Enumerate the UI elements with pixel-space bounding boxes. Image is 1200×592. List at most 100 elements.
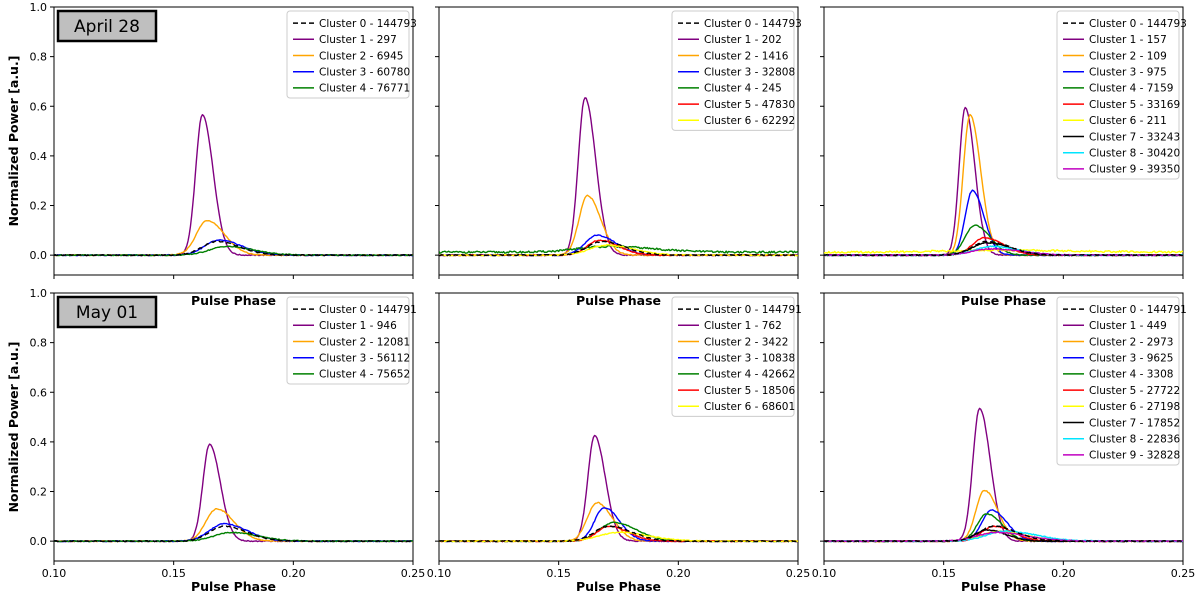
x-axis-label: Pulse Phase xyxy=(576,579,661,592)
axes-frame xyxy=(823,292,1184,562)
y-tick-label: 0.2 xyxy=(30,486,48,499)
x-tick-label: 0.25 xyxy=(401,567,426,580)
legend-entry: Cluster 5 - 33169 xyxy=(1089,99,1180,111)
legend-entry: Cluster 0 - 144793 xyxy=(319,18,417,30)
x-tick-label: 0.25 xyxy=(786,567,811,580)
legend-entry: Cluster 4 - 75652 xyxy=(319,369,410,381)
legend-entry: Cluster 3 - 10838 xyxy=(704,353,795,365)
legend: Cluster 0 - 144791 Cluster 1 - 762 Cluster… xyxy=(671,296,802,417)
legend-entry: Cluster 1 - 946 xyxy=(319,320,397,332)
y-tick-label: 0.0 xyxy=(30,249,48,262)
series-line-cluster-0 xyxy=(439,525,798,543)
legend: Cluster 0 - 144793 Cluster 1 - 202 Cluster… xyxy=(671,10,802,131)
legend-entry: Cluster 0 - 144791 xyxy=(704,304,802,316)
legend-entry: Cluster 3 - 60780 xyxy=(319,67,410,79)
series-line-cluster-3 xyxy=(439,507,798,543)
x-axis-label: Pulse Phase xyxy=(961,293,1046,308)
legend-entry: Cluster 9 - 39350 xyxy=(1089,164,1180,176)
legend-entry: Cluster 0 - 144793 xyxy=(1089,18,1187,30)
date-label: April 28 xyxy=(56,9,158,43)
legend: Cluster 0 - 144791 Cluster 1 - 946 Cluster… xyxy=(286,296,417,385)
x-tick-label: 0.15 xyxy=(931,567,956,580)
x-tick-label: 0.25 xyxy=(1171,567,1196,580)
legend-entry: Cluster 4 - 7159 xyxy=(1089,83,1173,95)
axes-frame xyxy=(823,6,1184,276)
x-axis-label: Pulse Phase xyxy=(576,293,661,308)
series-line-cluster-5 xyxy=(439,525,798,543)
y-tick-label: 0.4 xyxy=(30,436,48,449)
x-tick-label: 0.10 xyxy=(42,567,67,580)
legend-entry: Cluster 0 - 144791 xyxy=(1089,304,1187,316)
axes-frame xyxy=(438,292,799,562)
x-tick-label: 0.10 xyxy=(427,567,452,580)
traces xyxy=(824,106,1183,257)
legend-entry: Cluster 0 - 144791 xyxy=(319,304,417,316)
y-tick-label: 0.8 xyxy=(30,337,48,350)
legend: Cluster 0 - 144791 Cluster 1 - 449 Cluster… xyxy=(1056,296,1187,466)
legend-entry: Cluster 3 - 56112 xyxy=(319,353,410,365)
legend-entry: Cluster 3 - 975 xyxy=(1089,67,1167,79)
date-label-box xyxy=(56,295,158,329)
legend-entry: Cluster 3 - 9625 xyxy=(1089,353,1173,365)
legend-entry: Cluster 7 - 33243 xyxy=(1089,131,1180,143)
series-line-cluster-9 xyxy=(824,247,1183,257)
panel-r0-c1: Cluster 0 - 144793 Cluster 1 - 202 Cluster… xyxy=(435,6,802,308)
legend-entry: Cluster 1 - 157 xyxy=(1089,34,1167,46)
legend-entry: Cluster 6 - 27198 xyxy=(1089,401,1180,413)
x-tick-label: 0.10 xyxy=(812,567,837,580)
series-line-cluster-9 xyxy=(824,531,1183,543)
legend-box xyxy=(286,296,410,385)
legend-entry: Cluster 2 - 109 xyxy=(1089,50,1167,62)
x-tick-label: 0.15 xyxy=(546,567,571,580)
x-tick-label: 0.20 xyxy=(1051,567,1076,580)
legend-entry: Cluster 1 - 762 xyxy=(704,320,782,332)
series-line-cluster-1 xyxy=(54,114,413,257)
traces xyxy=(54,114,413,257)
x-axis-label: Pulse Phase xyxy=(191,579,276,592)
traces xyxy=(54,443,413,543)
date-label-text: April 28 xyxy=(74,17,140,37)
x-tick-label: 0.20 xyxy=(666,567,691,580)
legend-entry: Cluster 0 - 144793 xyxy=(704,18,802,30)
legend-box xyxy=(671,10,795,131)
legend-entry: Cluster 6 - 68601 xyxy=(704,401,795,413)
legend-entry: Cluster 2 - 2973 xyxy=(1089,336,1173,348)
legend-entry: Cluster 3 - 32808 xyxy=(704,67,795,79)
panel-r1-c0: 0.10 0.15 0.20 0.25 0.0 0.2 0.4 0.6 0.8 1.0 Cluste… xyxy=(6,287,425,592)
legend-entry: Cluster 2 - 6945 xyxy=(319,50,403,62)
legend: Cluster 0 - 144793 Cluster 1 - 157 Cluster… xyxy=(1056,10,1187,180)
legend-entry: Cluster 4 - 76771 xyxy=(319,83,410,95)
legend-entry: Cluster 6 - 211 xyxy=(1089,115,1167,127)
legend-box xyxy=(1056,296,1180,466)
y-axis-label: Normalized Power [a.u.] xyxy=(6,342,21,513)
legend-entry: Cluster 4 - 42662 xyxy=(704,369,795,381)
traces xyxy=(439,97,798,257)
legend-entry: Cluster 5 - 47830 xyxy=(704,99,795,111)
legend-entry: Cluster 4 - 3308 xyxy=(1089,369,1173,381)
y-tick-label: 1.0 xyxy=(30,287,48,300)
y-axis-label: Normalized Power [a.u.] xyxy=(6,56,21,227)
date-label-box xyxy=(56,9,158,43)
legend-entry: Cluster 5 - 18506 xyxy=(704,385,795,397)
y-tick-label: 1.0 xyxy=(30,1,48,14)
legend-entry: Cluster 2 - 3422 xyxy=(704,336,788,348)
axes-frame xyxy=(53,6,414,276)
x-axis-label: Pulse Phase xyxy=(961,579,1046,592)
y-tick-label: 0.6 xyxy=(30,386,48,399)
legend-entry: Cluster 1 - 202 xyxy=(704,34,782,46)
legend-box xyxy=(671,296,795,417)
y-tick-label: 0.8 xyxy=(30,51,48,64)
legend-entry: Cluster 9 - 32828 xyxy=(1089,450,1180,462)
legend-entry: Cluster 5 - 27722 xyxy=(1089,385,1180,397)
legend-entry: Cluster 8 - 30420 xyxy=(1089,148,1180,160)
traces xyxy=(824,407,1183,543)
legend-entry: Cluster 6 - 62292 xyxy=(704,115,795,127)
legend-box xyxy=(286,10,410,99)
panel-r0-c2: Cluster 0 - 144793 Cluster 1 - 157 Cluster… xyxy=(820,6,1187,308)
axes-frame xyxy=(53,292,414,562)
series-line-cluster-4 xyxy=(824,224,1183,257)
date-label-text: May 01 xyxy=(76,303,138,323)
x-tick-label: 0.20 xyxy=(281,567,306,580)
